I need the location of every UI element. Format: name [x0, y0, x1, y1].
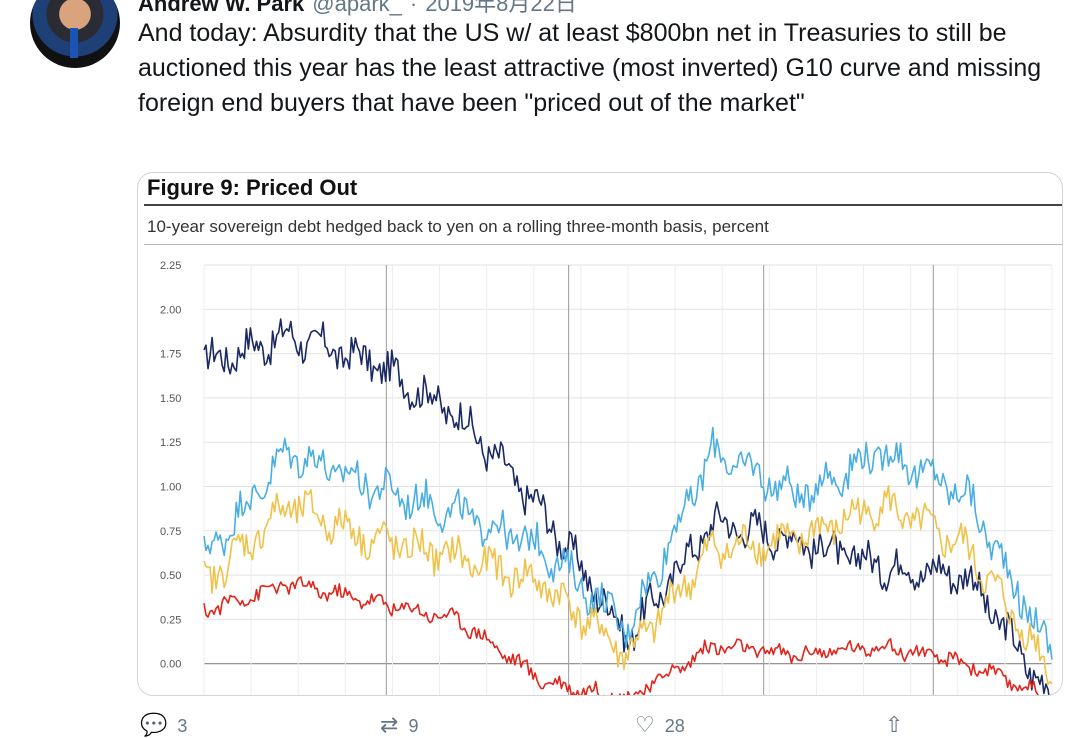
media-card[interactable]: Figure 9: Priced Out 10-year sovereign d…	[137, 172, 1063, 696]
figure-title: Figure 9: Priced Out	[147, 175, 358, 200]
y-tick-label: 0.75	[160, 526, 181, 538]
y-tick-label: 0.00	[160, 659, 181, 671]
heart-icon: ♡	[635, 712, 655, 737]
series-line	[203, 576, 1039, 695]
y-tick-label: 1.50	[160, 393, 181, 405]
figure-subtitle-rule	[144, 244, 1062, 245]
retweet-button[interactable]: ⇄ 9	[380, 712, 418, 738]
author-handle[interactable]: @apark_	[312, 0, 402, 16]
tweet-date[interactable]: 2019年8月22日	[425, 0, 577, 16]
y-tick-label: 1.00	[160, 482, 181, 494]
tweet-header: Andrew W. Park @apark_ · 2019年8月22日	[138, 0, 577, 16]
figure-title-rule	[144, 204, 1062, 206]
series-line	[203, 318, 1053, 695]
author-name[interactable]: Andrew W. Park	[138, 0, 305, 16]
like-button[interactable]: ♡ 28	[635, 712, 685, 738]
y-tick-label: 2.25	[160, 260, 181, 272]
tweet-actions: 💬 3 ⇄ 9 ♡ 28 ⇧	[140, 712, 1040, 738]
avatar[interactable]	[30, 0, 120, 68]
figure-subtitle: 10-year sovereign debt hedged back to ye…	[147, 217, 769, 236]
share-button[interactable]: ⇧	[885, 712, 913, 738]
reply-icon: 💬	[140, 712, 168, 737]
y-tick-label: 0.50	[160, 570, 181, 582]
y-tick-label: 1.75	[160, 349, 181, 361]
retweet-icon: ⇄	[380, 712, 399, 737]
reply-count: 3	[177, 716, 188, 736]
retweet-count: 9	[408, 716, 419, 736]
series-line	[203, 426, 1053, 660]
tweet-text: And today: Absurdity that the US w/ at l…	[138, 19, 1042, 117]
series-line	[203, 484, 1053, 686]
line-chart: 2.25 2.00 1.75 1.50 1.25 1.00 0.75 0.50 0.25 0.00…	[160, 260, 1053, 695]
y-tick-label: 2.00	[160, 304, 181, 316]
y-tick-label: 1.25	[160, 437, 181, 449]
separator-dot: ·	[409, 0, 418, 16]
y-tick-label: 0.25	[160, 614, 181, 626]
share-icon: ⇧	[885, 712, 904, 737]
reply-button[interactable]: 💬 3	[140, 712, 187, 738]
like-count: 28	[664, 716, 685, 736]
